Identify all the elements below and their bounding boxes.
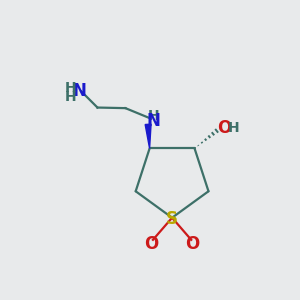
Text: S: S: [166, 210, 178, 228]
Polygon shape: [145, 124, 151, 148]
Text: H: H: [148, 109, 159, 123]
Text: O: O: [217, 119, 231, 137]
Text: O: O: [186, 235, 200, 253]
Text: N: N: [146, 112, 160, 130]
Text: H: H: [64, 81, 76, 95]
Text: O: O: [144, 235, 159, 253]
Text: H: H: [64, 90, 76, 104]
Text: H: H: [228, 121, 240, 135]
Text: N: N: [73, 82, 87, 100]
